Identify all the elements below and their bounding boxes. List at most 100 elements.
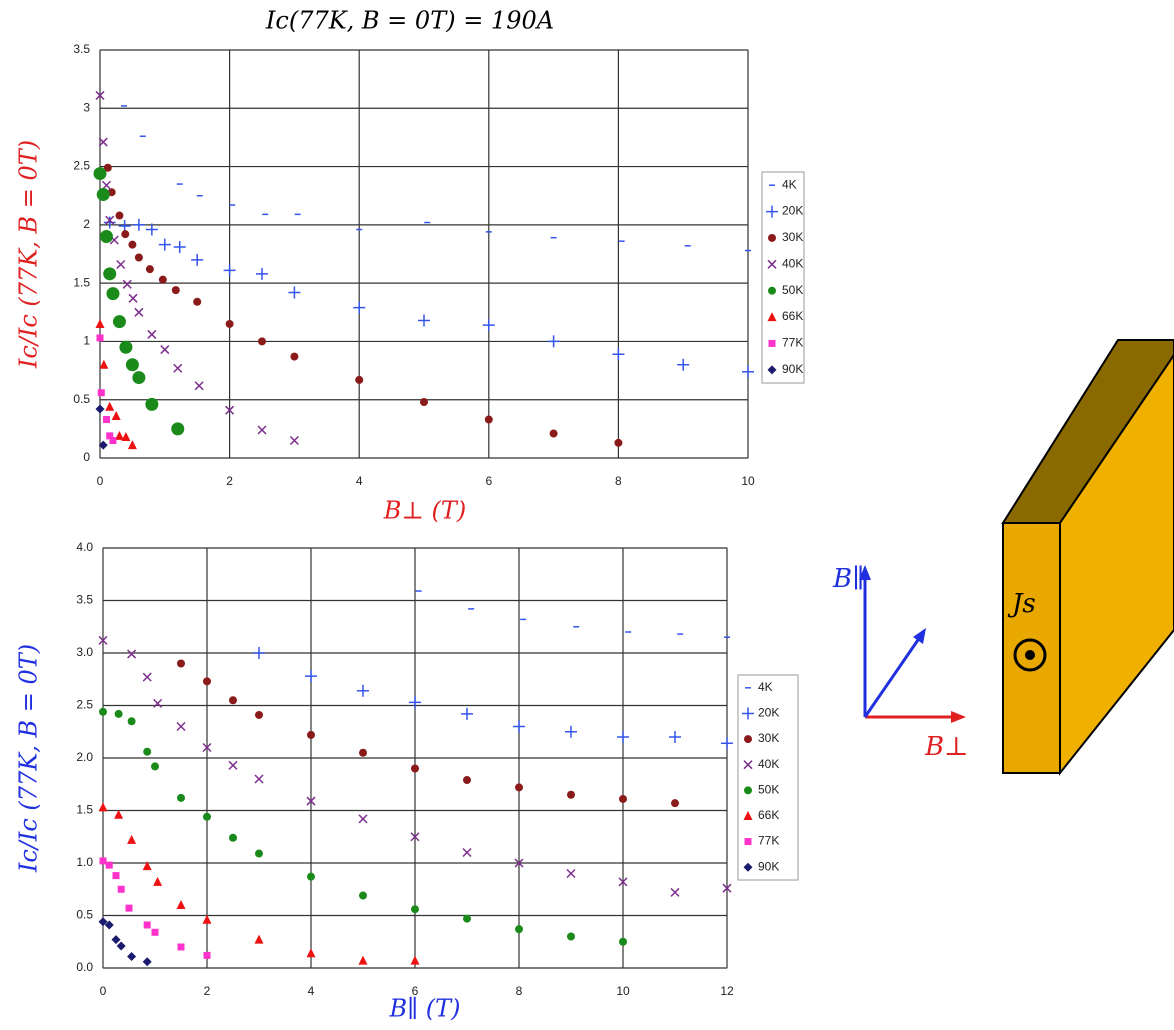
chart: 0.0 0.5 1.0 1.5 2.0 2.5 3.0 3.5 4.0 0 2 4 6 8 10 12 B∥ (… bbox=[15, 540, 799, 1023]
marker bbox=[127, 649, 137, 659]
marker bbox=[105, 861, 113, 869]
y-tick-label: 4.0 bbox=[76, 540, 93, 554]
marker bbox=[418, 314, 430, 327]
marker bbox=[305, 670, 317, 683]
marker bbox=[101, 180, 112, 190]
marker bbox=[112, 315, 126, 329]
marker bbox=[567, 790, 575, 799]
marker bbox=[117, 885, 125, 893]
current-symbol bbox=[1013, 638, 1047, 672]
marker bbox=[254, 934, 264, 944]
marker bbox=[677, 358, 690, 371]
marker bbox=[95, 318, 105, 328]
marker bbox=[116, 259, 126, 270]
marker bbox=[357, 684, 369, 697]
marker bbox=[173, 241, 186, 254]
legend-label: 77K bbox=[758, 834, 779, 848]
legend-label: 40K bbox=[758, 757, 779, 771]
marker bbox=[619, 794, 627, 803]
y-tick-label: 3.5 bbox=[73, 42, 90, 56]
marker bbox=[151, 762, 159, 771]
y-tick-label: 1.5 bbox=[76, 803, 93, 817]
marker bbox=[288, 286, 301, 299]
marker bbox=[121, 230, 130, 239]
marker bbox=[742, 365, 754, 378]
legend-label: 66K bbox=[758, 808, 779, 822]
marker bbox=[255, 710, 263, 719]
chart: 0 0.5 1 1.5 2 2.5 3 3.5 0 2 4 6 8 10 Ic(77K, B = 0T) =… bbox=[15, 7, 805, 525]
marker bbox=[127, 440, 137, 450]
marker bbox=[173, 363, 183, 373]
y-tick-label: 2.0 bbox=[76, 750, 93, 764]
marker bbox=[114, 430, 124, 440]
marker bbox=[119, 340, 133, 354]
legend-marker bbox=[767, 259, 777, 269]
marker bbox=[104, 920, 114, 930]
marker bbox=[98, 802, 108, 812]
marker bbox=[134, 307, 144, 317]
marker bbox=[191, 253, 204, 266]
marker bbox=[145, 265, 154, 274]
x-tick-label: 0 bbox=[100, 984, 107, 998]
marker bbox=[103, 163, 112, 172]
marker bbox=[289, 435, 299, 446]
marker bbox=[93, 167, 107, 181]
x-tick-label: 4 bbox=[308, 984, 315, 998]
marker bbox=[160, 345, 170, 355]
marker bbox=[143, 921, 151, 929]
arrow-head bbox=[913, 628, 926, 644]
marker bbox=[307, 872, 315, 881]
marker bbox=[122, 279, 132, 289]
marker bbox=[462, 847, 472, 858]
legend-label: 90K bbox=[782, 362, 803, 376]
marker bbox=[128, 240, 137, 249]
x-tick-label: 4 bbox=[356, 474, 363, 488]
legend-marker bbox=[744, 838, 752, 846]
legend-label: 30K bbox=[758, 731, 779, 745]
marker bbox=[203, 951, 211, 959]
y-axis-label: Ic/Ic (77K, B = 0T) bbox=[15, 140, 43, 369]
marker bbox=[145, 223, 158, 236]
marker bbox=[566, 868, 576, 879]
marker bbox=[256, 267, 268, 280]
marker bbox=[111, 935, 121, 945]
x-tick-label: 8 bbox=[615, 474, 622, 488]
marker bbox=[565, 725, 577, 738]
marker bbox=[147, 329, 157, 339]
marker bbox=[153, 698, 163, 708]
x-axis-label: B⊥ (T) bbox=[383, 497, 467, 525]
marker bbox=[128, 293, 138, 303]
marker bbox=[484, 415, 493, 424]
marker bbox=[721, 737, 733, 750]
x-tick-label: 8 bbox=[516, 984, 523, 998]
marker bbox=[513, 720, 525, 733]
marker bbox=[463, 776, 471, 785]
marker bbox=[111, 411, 121, 421]
x-tick-label: 2 bbox=[226, 474, 233, 488]
marker bbox=[99, 359, 109, 369]
marker bbox=[515, 783, 523, 792]
legend-label: 50K bbox=[782, 283, 803, 297]
marker bbox=[255, 849, 263, 858]
marker bbox=[306, 948, 316, 958]
marker bbox=[409, 696, 421, 709]
marker bbox=[254, 774, 264, 784]
legend-marker bbox=[768, 286, 776, 295]
marker bbox=[194, 381, 204, 391]
marker bbox=[127, 834, 137, 844]
marker bbox=[514, 858, 524, 868]
marker bbox=[142, 672, 152, 682]
legend-marker bbox=[768, 233, 776, 242]
marker bbox=[95, 90, 105, 100]
marker bbox=[290, 352, 299, 361]
x-tick-label: 12 bbox=[720, 984, 734, 998]
marker bbox=[125, 358, 139, 372]
marker bbox=[411, 905, 419, 914]
y-tick-label: 0.5 bbox=[73, 392, 90, 406]
marker bbox=[619, 937, 627, 946]
diagram: B∥ B⊥ Js bbox=[832, 339, 1174, 776]
marker bbox=[134, 253, 143, 262]
marker bbox=[258, 337, 266, 346]
marker bbox=[118, 220, 131, 233]
marker bbox=[103, 267, 117, 281]
